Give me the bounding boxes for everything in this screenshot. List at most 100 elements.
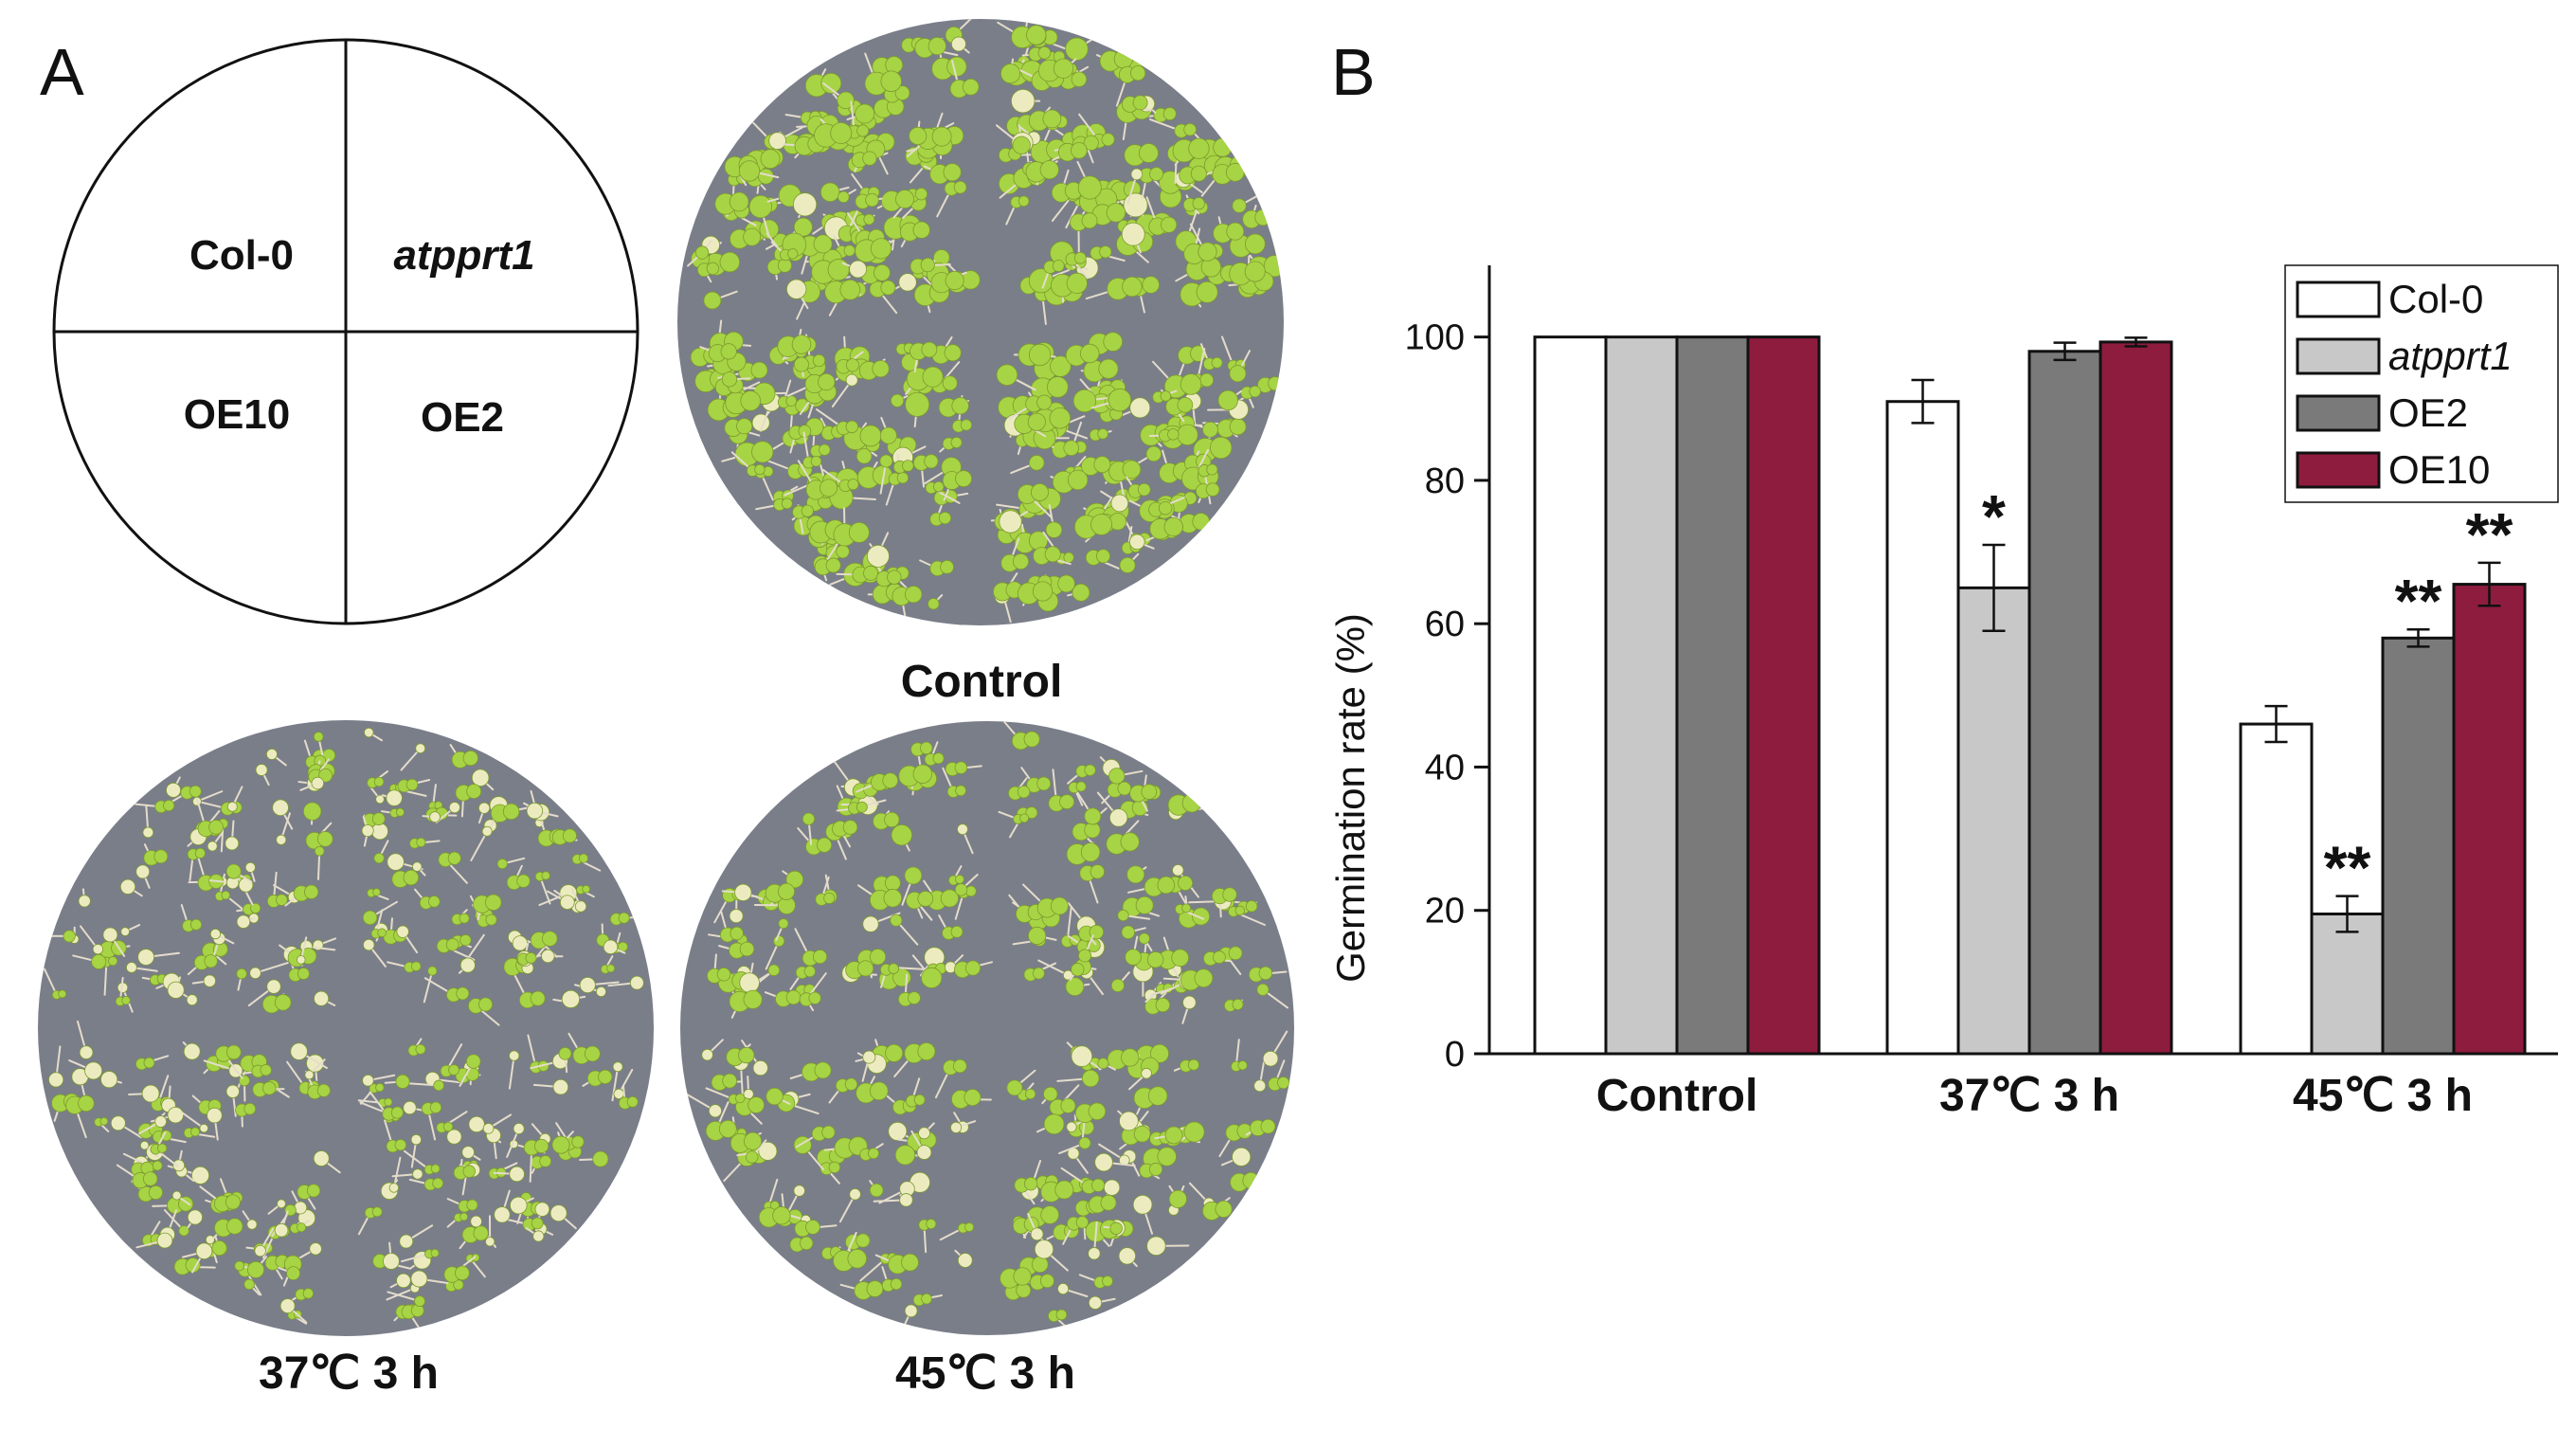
seedling-leaf <box>940 559 954 574</box>
seedling-leaf <box>1119 1111 1139 1131</box>
seedling-leaf <box>362 910 378 926</box>
seedling-leaf <box>1142 276 1160 294</box>
chart-legend: Col-0 atpprt1 OE2 OE10 <box>2284 264 2559 503</box>
quadrant-label-oe10: OE10 <box>184 391 291 438</box>
seedling-leaf <box>574 900 587 913</box>
seedling-leaf <box>793 356 809 372</box>
seedling-leaf <box>1057 574 1075 593</box>
seedling-leaf <box>1228 946 1243 961</box>
seedling-leaf <box>102 927 118 943</box>
seedling-leaf <box>172 1159 186 1172</box>
seedling-leaf <box>313 732 324 742</box>
seedling-root <box>180 1111 206 1130</box>
seedling-leaf <box>1039 160 1059 180</box>
seedling-leaf <box>225 1044 242 1060</box>
seedling-leaf <box>455 1265 470 1281</box>
seedling-leaf <box>606 964 616 973</box>
seedling-leaf <box>466 1199 478 1211</box>
seedling-leaf <box>1030 1227 1044 1241</box>
y-axis-title: Germination rate (%) <box>1328 613 1373 983</box>
seedling-leaf <box>244 861 256 873</box>
seedling-leaf <box>942 375 958 391</box>
seedling-leaf <box>453 1279 464 1291</box>
seedling-leaf <box>238 877 254 893</box>
seedling-leaf <box>1125 949 1142 966</box>
seedling-leaf <box>887 570 902 585</box>
seedling-leaf <box>459 957 476 973</box>
seedling-leaf <box>1187 1058 1200 1071</box>
seedling-leaf <box>1117 781 1132 796</box>
y-tick-label: 60 <box>1425 605 1465 644</box>
seedling-leaf <box>1172 864 1184 877</box>
seedling-leaf <box>532 1230 545 1242</box>
seedling-root <box>423 969 434 1004</box>
seedling-leaf <box>921 967 943 988</box>
seedling-root <box>611 1065 620 1102</box>
seedling-leaf <box>1118 1247 1136 1265</box>
seedling-leaf <box>430 1164 441 1174</box>
seedling-leaf <box>225 863 242 879</box>
seedling-leaf <box>1192 513 1211 531</box>
seedling-leaf <box>729 909 744 924</box>
seedling-leaf <box>618 912 630 924</box>
plate-caption-45c: 45℃ 3 h <box>895 1348 1075 1399</box>
seedling-leaf <box>92 944 103 955</box>
seedling-leaf <box>1138 932 1150 945</box>
seedling-leaf <box>859 425 882 447</box>
seedling-leaf <box>943 163 962 182</box>
seedling-leaf <box>236 914 251 929</box>
seedling-leaf <box>265 748 278 760</box>
seedling-leaf <box>823 892 836 904</box>
quadrant-label-atpprt1: atpprt1 <box>393 232 534 279</box>
seedling-leaf <box>1073 251 1087 264</box>
seedling-leaf <box>730 926 744 941</box>
seedling-leaf <box>156 1143 168 1153</box>
seedling-leaf <box>209 928 222 940</box>
seedling-leaf <box>785 870 804 889</box>
seedling-leaf <box>387 853 405 871</box>
bar-oe2-2 <box>2381 636 2456 1056</box>
seedling-leaf <box>1043 1086 1058 1102</box>
seedling-leaf <box>318 768 333 783</box>
seedling-leaf <box>1043 1113 1065 1135</box>
seedling-leaf <box>395 1074 410 1089</box>
seedling-leaf <box>1063 552 1074 563</box>
seedling-leaf <box>777 258 792 273</box>
seedling-leaf <box>1088 1295 1103 1310</box>
seedling-leaf <box>917 1042 936 1061</box>
seedling-leaf <box>485 913 497 926</box>
seedling-leaf <box>1119 556 1136 573</box>
seedling-leaf <box>734 883 752 901</box>
seedling-leaf <box>760 149 781 170</box>
seedling-leaf <box>883 889 903 908</box>
seedling-leaf <box>477 802 491 814</box>
seedling-leaf <box>1137 482 1151 497</box>
seedling-leaf <box>748 1096 765 1113</box>
seedling-leaf <box>862 1050 876 1064</box>
seedling-leaf <box>502 803 520 821</box>
seedling-leaf <box>433 1079 444 1092</box>
seedling-leaf <box>904 866 923 885</box>
seedling-leaf <box>1019 813 1030 823</box>
seedling-leaf <box>950 436 963 449</box>
seedling-leaf <box>1132 1194 1153 1215</box>
y-tick-label: 40 <box>1425 748 1465 787</box>
seedling-leaf <box>921 341 938 358</box>
seedling-leaf <box>1182 995 1197 1010</box>
seedling-leaf <box>1088 1102 1107 1121</box>
seedling-leaf <box>1023 1177 1038 1191</box>
seedling-leaf <box>766 1087 784 1106</box>
seedling-leaf <box>952 1058 967 1074</box>
seedling-leaf <box>1012 552 1030 570</box>
seedling-leaf <box>1225 163 1245 182</box>
seedling-leaf <box>225 1084 240 1098</box>
seedling-leaf <box>1088 1247 1101 1260</box>
seedling-leaf <box>459 1212 469 1221</box>
seedling-leaf <box>509 1050 520 1061</box>
seedling-leaf <box>1150 1043 1169 1063</box>
seedling-leaf <box>361 824 374 838</box>
seedling-leaf <box>1198 242 1217 262</box>
bar-col-0-0 <box>1533 335 1608 1056</box>
bar-oe2-1 <box>2027 350 2102 1056</box>
seedling-leaf <box>821 1125 836 1139</box>
